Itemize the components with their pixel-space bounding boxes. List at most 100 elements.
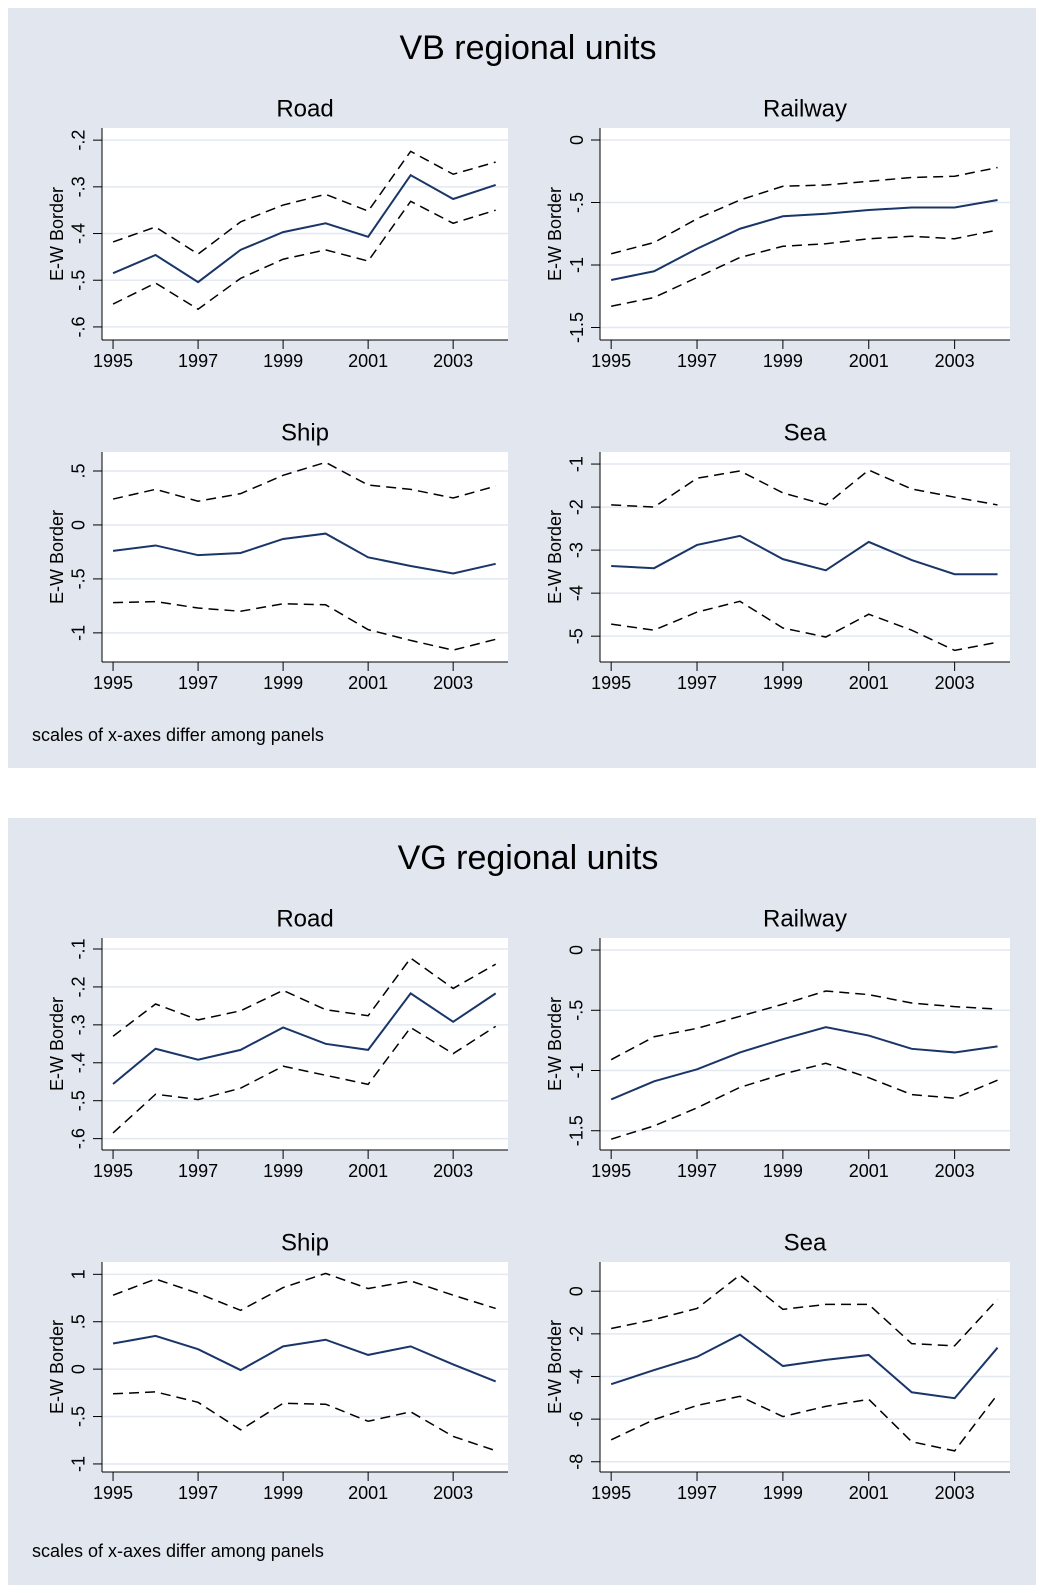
- y-tick-label: -.4: [69, 223, 89, 244]
- plot-area: [600, 128, 1010, 340]
- x-tick-label: 1997: [178, 1483, 218, 1503]
- panel-title: Sea: [784, 1229, 827, 1256]
- confidence-line: [112, 200, 496, 311]
- y-tick-label: -.5: [69, 1090, 89, 1111]
- figure-title: VG regional units: [398, 839, 659, 877]
- x-tick-label: 1997: [178, 1161, 218, 1181]
- y-tick-label: 1: [69, 1269, 89, 1279]
- confidence-line: [611, 229, 998, 307]
- y-tick-label: -5: [567, 628, 587, 644]
- y-tick-label: -4: [567, 585, 587, 601]
- panel-title: Road: [276, 95, 333, 122]
- confidence-line: [113, 600, 496, 651]
- confidence-line: [610, 990, 998, 1061]
- panel-title: Railway: [763, 95, 847, 122]
- y-tick-label: 0: [69, 520, 89, 530]
- y-axis-label: E-W Border: [47, 187, 67, 281]
- panel-title: Sea: [784, 419, 827, 446]
- x-tick-label: 1997: [677, 351, 717, 371]
- confidence-line: [611, 600, 998, 652]
- y-axis-label: E-W Border: [47, 997, 67, 1091]
- x-tick-label: 1997: [677, 673, 717, 693]
- x-tick-label: 1995: [591, 1483, 631, 1503]
- y-tick-label: -.2: [69, 976, 89, 997]
- y-axis-label: E-W Border: [545, 1320, 565, 1414]
- y-tick-label: -.2: [69, 130, 89, 151]
- y-tick-label: 0: [567, 135, 587, 145]
- y-tick-label: -1.5: [567, 1115, 587, 1146]
- confidence-line: [611, 1274, 999, 1347]
- y-axis-label: E-W Border: [47, 1320, 67, 1414]
- estimate-line: [610, 199, 998, 281]
- confidence-line: [610, 1393, 999, 1452]
- y-tick-label: -.5: [69, 1406, 89, 1427]
- y-tick-label: 0: [69, 1364, 89, 1374]
- y-tick-label: 0: [567, 945, 587, 955]
- x-tick-label: 1997: [677, 1161, 717, 1181]
- y-tick-label: -8: [567, 1454, 587, 1470]
- x-tick-label: 2003: [935, 1483, 975, 1503]
- y-tick-label: -.5: [567, 192, 587, 213]
- panel-title: Ship: [281, 1229, 329, 1256]
- x-tick-label: 2003: [935, 673, 975, 693]
- x-tick-label: 2001: [348, 1161, 388, 1181]
- x-tick-label: 1995: [591, 1161, 631, 1181]
- estimate-line: [610, 1026, 998, 1101]
- y-tick-label: .5: [69, 463, 89, 478]
- y-tick-label: -2: [567, 499, 587, 515]
- y-tick-label: -.5: [567, 1000, 587, 1021]
- y-tick-label: -1: [69, 1456, 89, 1472]
- panel-title: Road: [276, 905, 333, 932]
- confidence-line: [610, 166, 998, 255]
- x-tick-label: 1995: [93, 673, 133, 693]
- y-tick-label: -1: [567, 257, 587, 273]
- x-tick-label: 1997: [178, 351, 218, 371]
- x-tick-label: 1995: [93, 1161, 133, 1181]
- y-tick-label: -.1: [69, 938, 89, 959]
- panel-title: Railway: [763, 905, 847, 932]
- x-tick-label: 2003: [433, 351, 473, 371]
- y-tick-label: -6: [567, 1411, 587, 1427]
- plot-area: [600, 452, 1010, 662]
- plot-area: [102, 1262, 508, 1472]
- y-tick-label: -2: [567, 1326, 587, 1342]
- y-axis-label: E-W Border: [47, 510, 67, 604]
- x-tick-label: 2003: [935, 351, 975, 371]
- y-tick-label: -1: [567, 1062, 587, 1078]
- x-tick-label: 1999: [263, 351, 303, 371]
- x-tick-label: 1999: [763, 1483, 803, 1503]
- plot-area: [102, 452, 508, 662]
- confidence-line: [112, 150, 496, 255]
- figure-note: scales of x-axes differ among panels: [32, 725, 324, 745]
- y-tick-label: -1: [69, 625, 89, 641]
- y-tick-label: -.3: [69, 1014, 89, 1035]
- x-tick-label: 1997: [178, 673, 218, 693]
- figure-note: scales of x-axes differ among panels: [32, 1541, 324, 1561]
- x-tick-label: 1999: [263, 673, 303, 693]
- y-axis-label: E-W Border: [545, 187, 565, 281]
- y-tick-label: -.3: [69, 176, 89, 197]
- x-tick-label: 2001: [849, 1483, 889, 1503]
- estimate-line: [112, 532, 496, 575]
- x-tick-label: 1999: [763, 673, 803, 693]
- confidence-line: [112, 957, 497, 1037]
- plot-area: [600, 1262, 1010, 1472]
- x-tick-label: 2003: [433, 1161, 473, 1181]
- x-tick-label: 1999: [763, 351, 803, 371]
- x-tick-label: 1997: [677, 1483, 717, 1503]
- confidence-line: [113, 1391, 496, 1452]
- y-tick-label: -1: [567, 456, 587, 472]
- x-tick-label: 1995: [93, 1483, 133, 1503]
- confidence-line: [112, 1025, 497, 1134]
- x-tick-label: 2001: [849, 351, 889, 371]
- y-tick-label: -.5: [69, 270, 89, 291]
- y-tick-label: -.6: [69, 316, 89, 337]
- confidence-line: [610, 1062, 998, 1140]
- y-tick-label: -1.5: [567, 312, 587, 343]
- x-tick-label: 1995: [93, 351, 133, 371]
- x-tick-label: 1995: [591, 351, 631, 371]
- x-tick-label: 2001: [849, 673, 889, 693]
- y-tick-label: -.5: [69, 568, 89, 589]
